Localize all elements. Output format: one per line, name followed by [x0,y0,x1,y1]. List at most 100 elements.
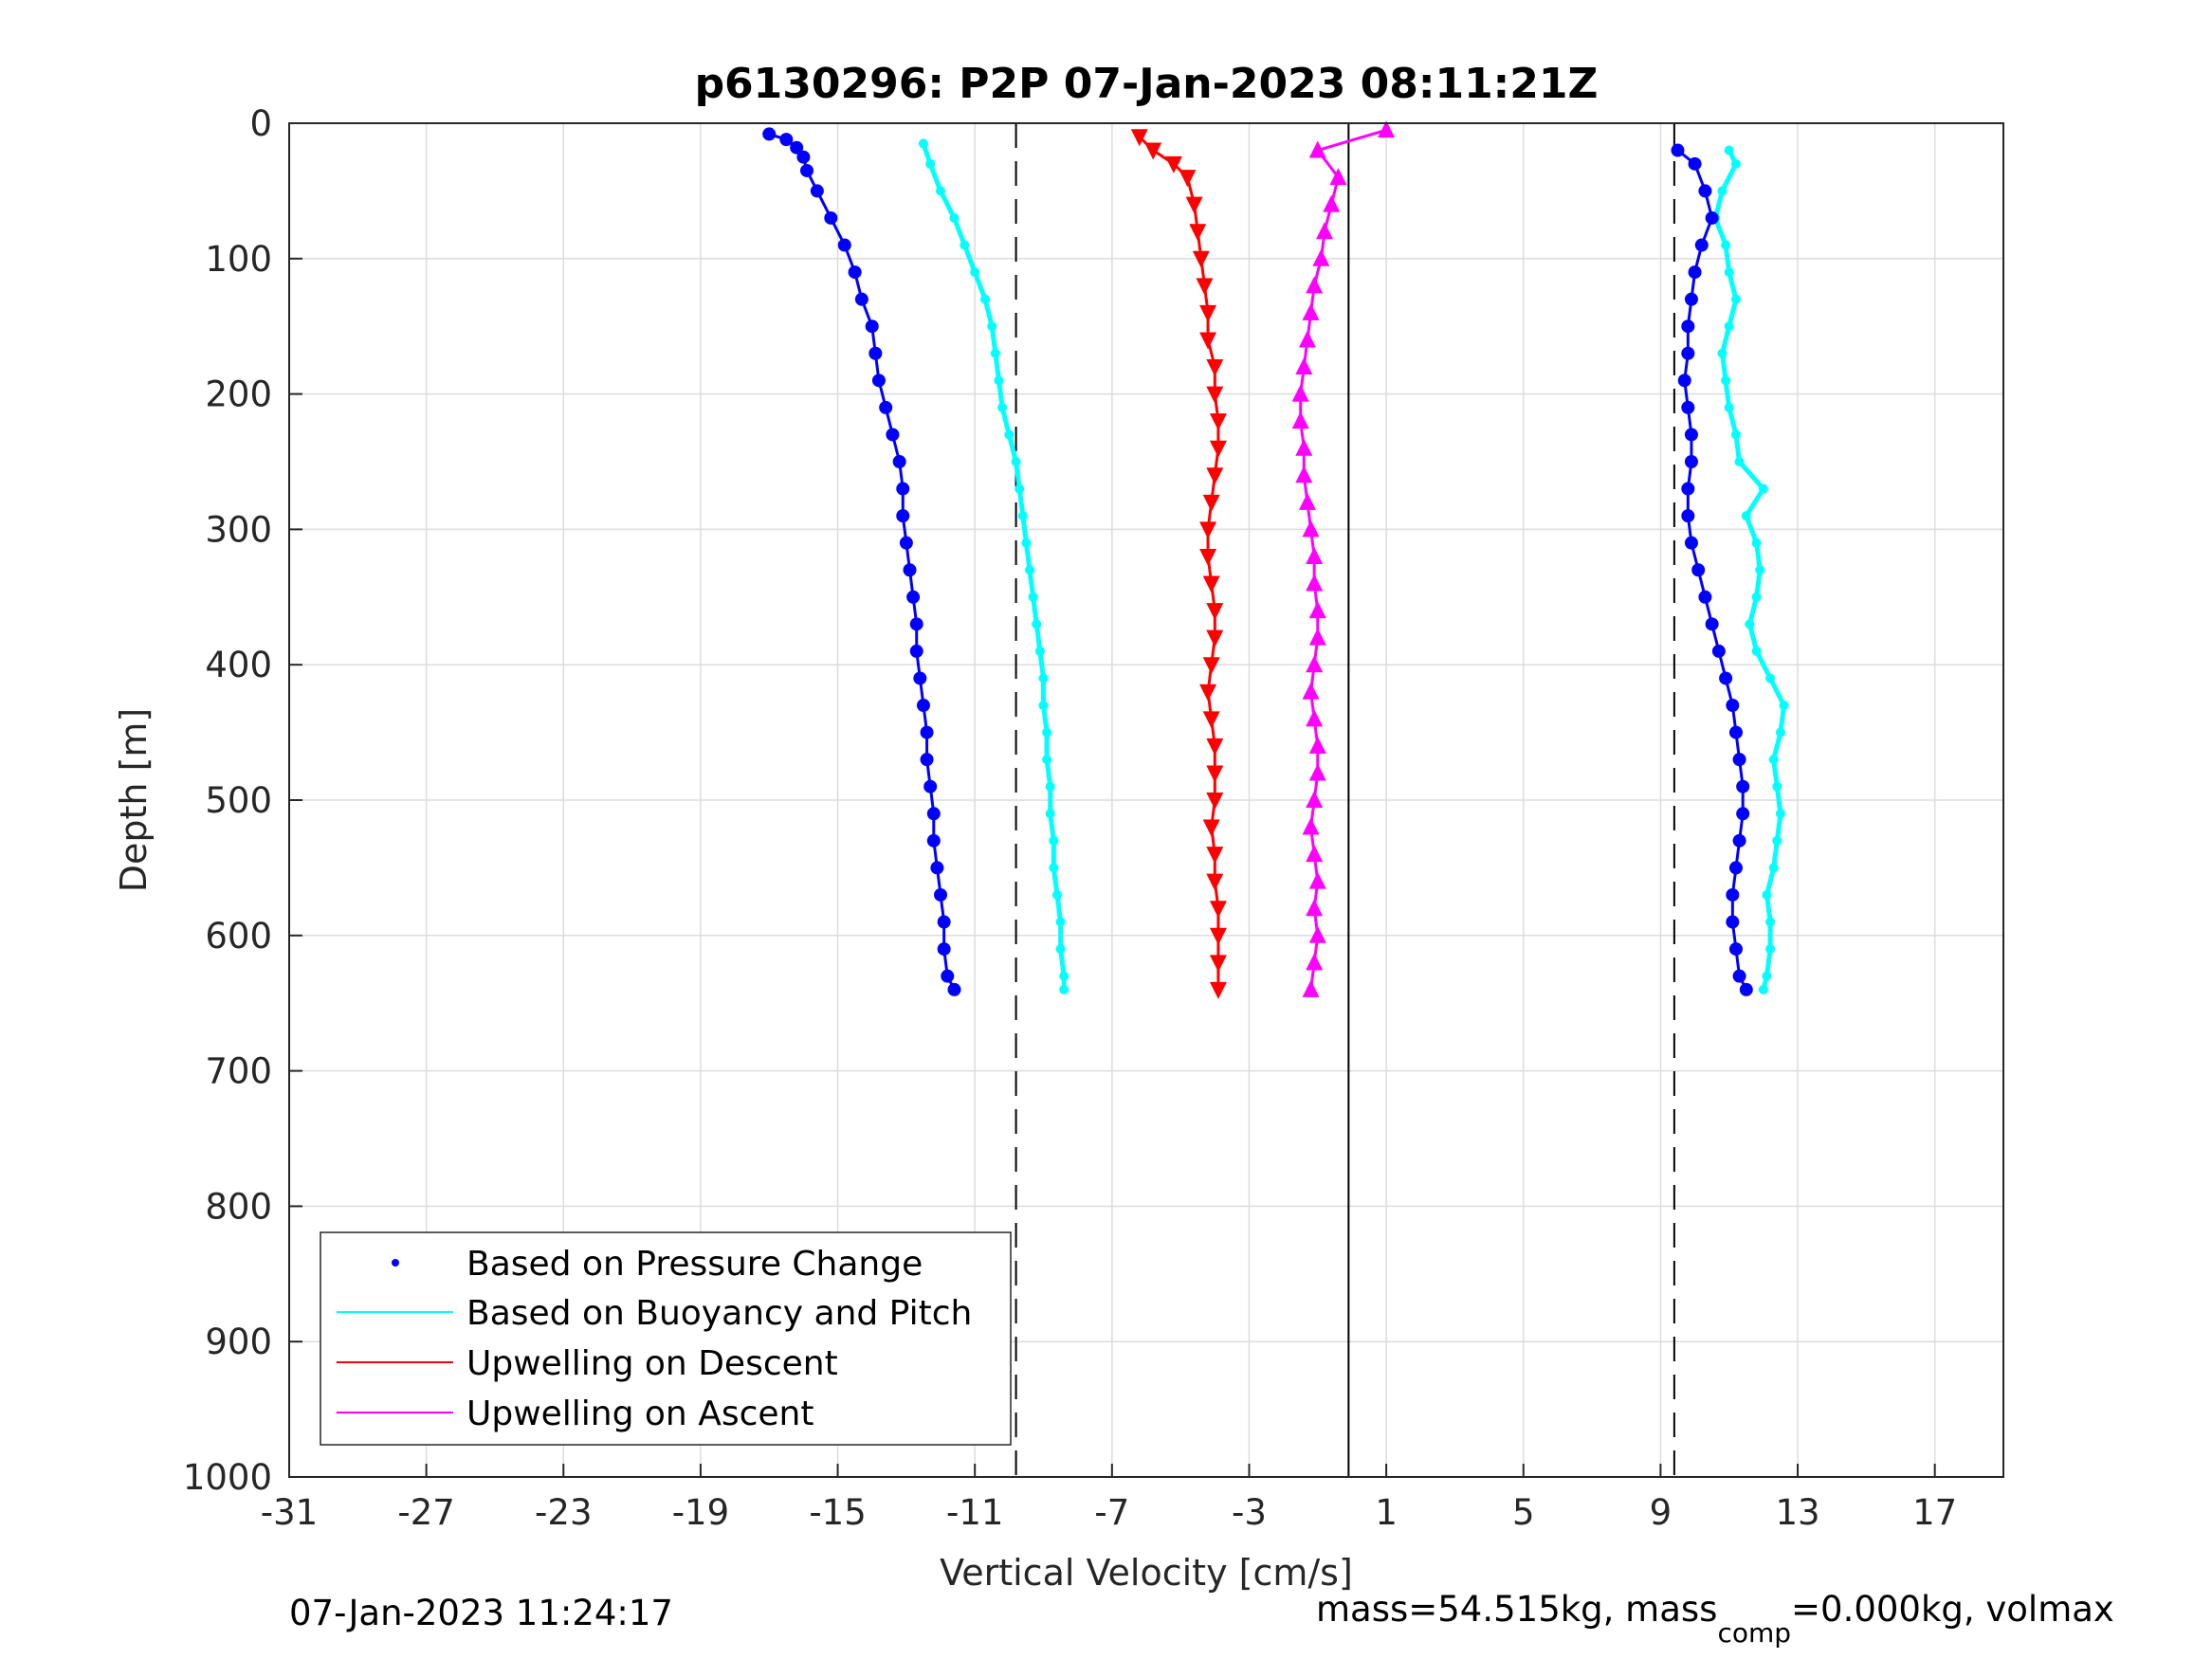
pressure-ascent-point-30 [1698,184,1712,198]
upwelling-descent-point-13 [1209,440,1227,458]
pressure-ascent-point-15 [1698,590,1712,604]
upwelling-ascent-point-15 [1306,574,1324,592]
upwelling-ascent-point-20 [1295,438,1313,456]
pressure-ascent-point-11 [1726,699,1740,713]
pressure-ascent-point-32 [1671,143,1685,157]
upwelling-ascent-point-3 [1306,899,1324,917]
buoyancy-descent-point-19 [1034,646,1045,656]
chart-title: p6130296: P2P 07-Jan-2023 08:11:21Z [695,60,1599,108]
pressure-ascent-point-26 [1684,292,1698,306]
legend-label-buoyancy: Based on Buoyancy and Pitch [466,1294,972,1333]
upwelling-descent-point-4 [1185,196,1203,214]
pressure-descent-point-25 [920,725,934,739]
buoyancy-ascent-point-21 [1730,429,1741,440]
upwelling-descent-point-16 [1199,521,1217,539]
x-tick-label-10: 9 [1650,1492,1673,1533]
pressure-descent-point-7 [837,238,851,252]
buoyancy-descent-point-5 [970,267,980,278]
pressure-descent-point-27 [923,779,938,793]
buoyancy-ascent-point-28 [1721,240,1731,250]
buoyancy-descent-point-16 [1025,565,1035,575]
upwelling-ascent-point-10 [1306,709,1324,727]
pressure-descent-point-15 [892,455,906,468]
footer-timestamp: 07-Jan-2023 11:24:17 [289,1593,673,1633]
buoyancy-descent-point-0 [918,138,928,149]
upwelling-descent-line [1138,136,1220,990]
pressure-descent-point-22 [909,644,923,658]
pressure-descent-point-4 [800,163,814,177]
buoyancy-ascent-point-14 [1745,619,1755,629]
pressure-descent-point-1 [779,133,794,147]
x-tick-label-5: -11 [946,1492,1003,1533]
x-tick-label-6: -7 [1094,1492,1129,1533]
upwelling-descent-point-17 [1199,548,1217,566]
x-tick-label-11: 13 [1775,1492,1819,1533]
buoyancy-ascent-point-5 [1768,863,1779,873]
pressure-descent-point-18 [899,536,913,550]
pressure-ascent-point-19 [1681,482,1695,496]
pressure-ascent-point-7 [1736,807,1750,821]
y-tick-label-3: 300 [205,509,272,550]
buoyancy-descent-point-32 [1059,984,1069,994]
buoyancy-descent-point-2 [936,186,946,196]
upwelling-descent-point-1 [1144,142,1162,160]
pressure-ascent-point-22 [1681,400,1695,414]
pressure-descent-point-26 [920,753,934,767]
pressure-descent-point-17 [896,509,910,523]
buoyancy-ascent-point-18 [1741,511,1751,521]
upwelling-ascent-point-22 [1291,384,1309,402]
buoyancy-ascent-point-17 [1751,538,1762,548]
upwelling-ascent-point-8 [1308,763,1326,781]
upwelling-descent-point-27 [1202,819,1220,837]
pressure-descent-point-29 [926,833,941,848]
buoyancy-ascent-point-8 [1772,781,1782,792]
upwelling-ascent-point-6 [1302,817,1320,835]
pressure-descent-point-6 [824,210,838,225]
pressure-descent-point-24 [916,699,930,713]
buoyancy-ascent-point-26 [1730,294,1741,304]
pressure-ascent-point-24 [1681,346,1695,360]
buoyancy-ascent-point-2 [1765,944,1776,955]
upwelling-descent-point-18 [1202,575,1220,593]
pressure-ascent-point-6 [1732,833,1746,848]
buoyancy-ascent-point-20 [1734,457,1745,466]
upwelling-ascent-point-26 [1306,276,1324,294]
upwelling-ascent-point-30 [1329,168,1347,186]
buoyancy-ascent-point-10 [1775,727,1785,738]
upwelling-descent-point-10 [1206,359,1224,377]
pressure-ascent-point-18 [1681,509,1695,523]
pressure-ascent-point-13 [1711,644,1726,658]
footer-mass-info: mass=54.515kg, masscomp=0.000kg, volmax [1316,1589,2114,1649]
upwelling-ascent-point-16 [1306,546,1324,564]
pressure-descent-point-28 [926,807,941,821]
upwelling-descent-point-8 [1199,304,1217,322]
x-tick-label-3: -19 [672,1492,729,1533]
upwelling-ascent-point-11 [1302,682,1320,700]
upwelling-descent-point-24 [1206,738,1224,756]
pressure-descent-point-31 [934,887,948,902]
x-tick-label-12: 17 [1912,1492,1957,1533]
buoyancy-descent-point-31 [1059,971,1069,981]
pressure-ascent-group [1671,143,1753,996]
pressure-descent-point-2 [790,140,804,155]
upwelling-descent-point-9 [1199,332,1217,350]
pressure-descent-point-14 [886,428,900,442]
buoyancy-ascent-point-4 [1762,889,1772,900]
upwelling-ascent-point-32 [1378,120,1396,138]
x-tick-label-7: -3 [1232,1492,1267,1533]
x-tick-label-1: -27 [397,1492,454,1533]
y-tick-labels: 0 100 200 300 400 500 600 700 800 900 1000 [183,103,272,1498]
buoyancy-descent-point-29 [1055,917,1066,927]
upwelling-ascent-point-25 [1302,302,1320,320]
y-tick-label-7: 700 [205,1051,272,1092]
buoyancy-descent-point-12 [1011,457,1021,466]
upwelling-ascent-point-9 [1308,736,1326,754]
buoyancy-descent-point-24 [1045,781,1055,792]
upwelling-ascent-point-19 [1295,465,1313,483]
x-tick-label-9: 5 [1512,1492,1535,1533]
upwelling-descent-point-26 [1206,793,1224,810]
footer-mass-subscript: comp [1717,1617,1791,1649]
legend-box [320,1231,1012,1446]
pressure-ascent-point-12 [1719,671,1733,685]
